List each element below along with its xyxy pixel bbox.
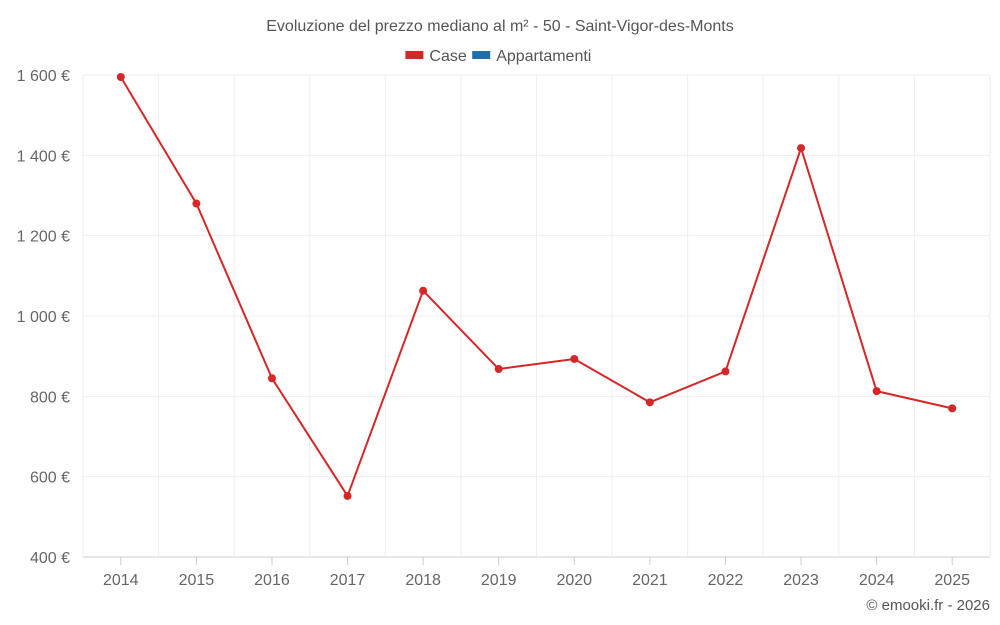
data-point[interactable] [721, 367, 730, 376]
x-tick-label: 2022 [708, 572, 744, 589]
data-point[interactable] [570, 354, 579, 363]
y-tick-label: 1 000 € [17, 309, 70, 326]
y-tick-label: 1 400 € [17, 148, 70, 165]
y-tick-label: 1 200 € [17, 229, 70, 246]
legend: Case Appartamenti [405, 48, 591, 65]
x-tick-label: 2020 [556, 572, 592, 589]
data-point[interactable] [645, 398, 654, 407]
y-tick-label: 800 € [30, 389, 70, 406]
data-point[interactable] [192, 199, 201, 208]
legend-swatch [405, 51, 424, 59]
data-point[interactable] [797, 144, 806, 153]
data-point[interactable] [948, 404, 957, 413]
x-tick-label: 2024 [859, 572, 895, 589]
y-tick-label: 600 € [30, 470, 70, 487]
legend-label: Appartamenti [496, 48, 591, 65]
grid [82, 74, 991, 558]
data-point[interactable] [419, 286, 428, 295]
x-tick-label: 2016 [254, 572, 290, 589]
series-0 [116, 73, 957, 500]
x-tick-label: 2015 [179, 572, 215, 589]
x-tick-label: 2023 [783, 572, 819, 589]
x-tick-label: 2019 [481, 572, 517, 589]
legend-item-1[interactable]: Appartamenti [472, 48, 591, 65]
x-tick-label: 2014 [103, 572, 139, 589]
series-line [119, 76, 953, 497]
data-point[interactable] [267, 374, 276, 383]
legend-label: Case [429, 48, 466, 65]
data-point[interactable] [116, 73, 125, 82]
series-group [116, 73, 957, 500]
credit-text: © emooki.fr - 2026 [866, 597, 990, 614]
data-point[interactable] [872, 387, 881, 396]
data-point[interactable] [494, 365, 503, 374]
legend-swatch [472, 51, 491, 59]
x-tick-label: 2018 [405, 572, 441, 589]
data-point[interactable] [343, 491, 352, 500]
x-axis: 2014 2015 2016 2017 2018 2019 2020 2021 2022 2023… [103, 557, 970, 589]
legend-item-0[interactable]: Case [405, 48, 467, 65]
chart-title: Evoluzione del prezzo mediano al m² - 50… [266, 18, 733, 35]
y-tick-label: 1 600 € [17, 68, 70, 85]
y-axis: 400 € 600 € 800 € 1 000 € 1 200 € 1 400 € 1 60… [17, 68, 70, 567]
x-tick-label: 2017 [330, 572, 366, 589]
x-tick-label: 2025 [934, 572, 970, 589]
y-tick-label: 400 € [30, 550, 70, 567]
x-tick-label: 2021 [632, 572, 668, 589]
